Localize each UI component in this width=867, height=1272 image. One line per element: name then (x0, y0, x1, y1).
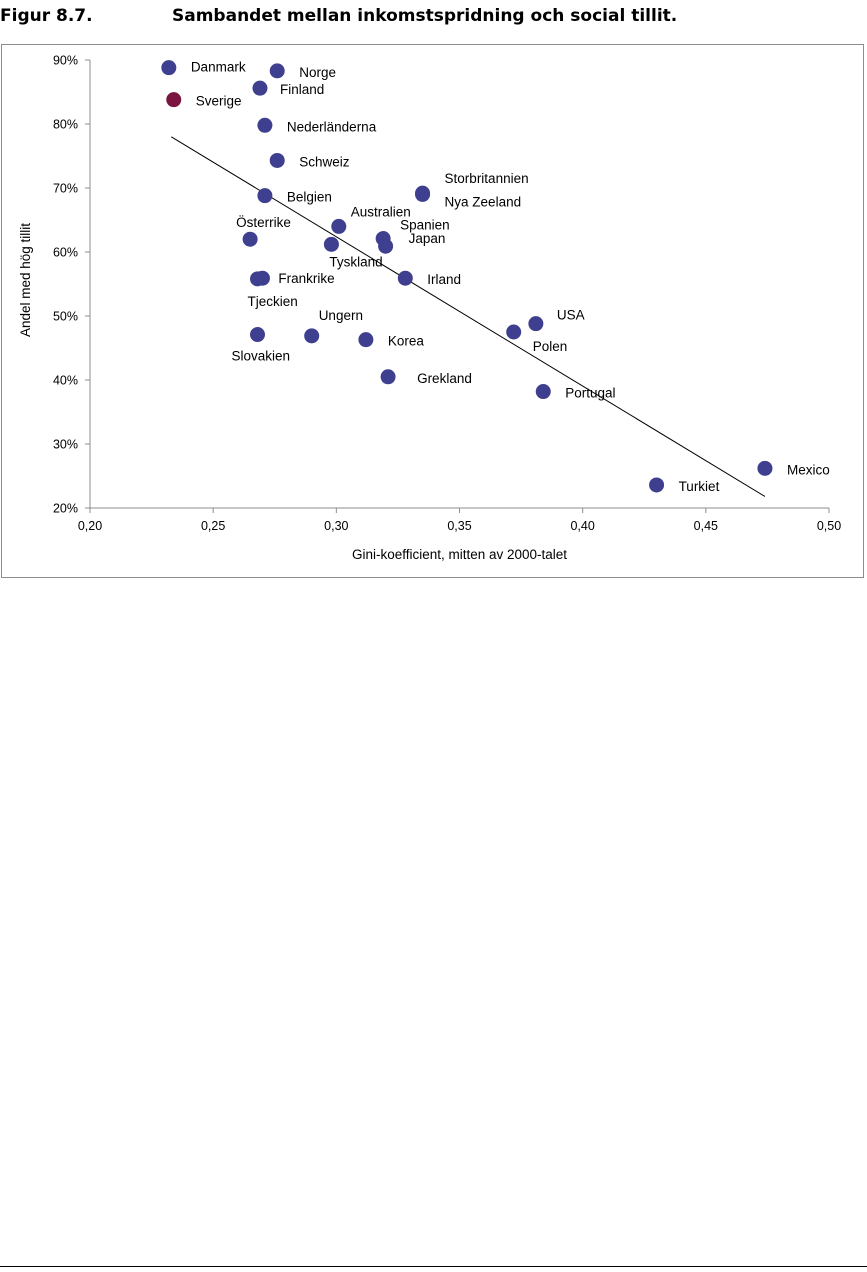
point-label-osterrike: Österrike (236, 215, 291, 230)
point-label-korea: Korea (388, 334, 425, 349)
chart-frame: 0,20 0,25 0,30 0,35 0,40 0,45 0,50 20% 30% 40% 50%… (1, 44, 864, 578)
figure-number: Figur 8.7. (0, 6, 93, 26)
point-label-tyskland: Tyskland (329, 254, 382, 269)
point-label-slovakien: Slovakien (232, 349, 291, 364)
y-axis-label: Andel med hög tillit (18, 223, 33, 337)
y-tick-label: 90% (53, 54, 78, 68)
data-points (161, 60, 773, 493)
x-tick-label: 0,45 (694, 519, 718, 533)
data-point-tjeckien (250, 271, 266, 287)
y-tick-label: 20% (53, 502, 78, 516)
data-point-japan (378, 238, 394, 254)
data-point-slovakien (250, 327, 266, 343)
scatter-chart: 0,20 0,25 0,30 0,35 0,40 0,45 0,50 20% 30% 40% 50%… (18, 54, 841, 563)
data-point-danmark (161, 60, 177, 76)
figure-heading: Figur 8.7. Sambandet mellan inkomstsprid… (0, 6, 867, 30)
data-point-ungern (304, 328, 320, 344)
point-labels: Danmark Norge Finland Sverige Nederländerna S… (191, 60, 830, 494)
y-tick-label: 60% (53, 246, 78, 260)
data-point-tyskland (323, 236, 339, 252)
x-tick-label: 0,40 (570, 519, 594, 533)
point-label-turkiet: Turkiet (679, 479, 720, 494)
point-label-tjeckien: Tjeckien (248, 294, 298, 309)
data-point-australien (331, 218, 347, 234)
x-axis-label: Gini-koefficient, mitten av 2000-talet (352, 547, 567, 562)
x-tick-label: 0,50 (817, 519, 841, 533)
x-tick-label: 0,35 (447, 519, 471, 533)
footer-rule (0, 1266, 867, 1267)
point-label-irland: Irland (427, 272, 461, 287)
point-label-frankrike: Frankrike (278, 271, 334, 286)
point-label-nya-zeeland: Nya Zeeland (445, 194, 522, 209)
y-tick-label: 70% (53, 182, 78, 196)
data-point-portugal (535, 384, 551, 400)
data-point-norge (269, 63, 285, 79)
axes: 0,20 0,25 0,30 0,35 0,40 0,45 0,50 20% 30% 40% 50%… (53, 54, 841, 534)
point-label-australien: Australien (351, 204, 411, 219)
point-label-norge: Norge (299, 65, 336, 80)
point-label-usa: USA (557, 308, 585, 323)
point-label-finland: Finland (280, 82, 324, 97)
point-label-danmark: Danmark (191, 60, 246, 75)
data-point-nederlanderna (257, 117, 273, 133)
data-point-grekland (380, 369, 396, 385)
point-label-polen: Polen (533, 339, 568, 354)
point-label-schweiz: Schweiz (299, 154, 350, 169)
y-tick-label: 50% (53, 310, 78, 324)
data-point-korea (358, 332, 374, 348)
y-tick-label: 30% (53, 438, 78, 452)
data-point-polen (506, 324, 522, 340)
data-point-nya-zeeland (415, 186, 431, 202)
x-tick-label: 0,30 (324, 519, 348, 533)
data-point-sverige (166, 92, 182, 108)
data-point-mexico (757, 460, 773, 476)
x-tick-label: 0,25 (201, 519, 225, 533)
data-point-irland (397, 270, 413, 286)
point-label-sverige: Sverige (196, 94, 242, 109)
data-point-finland (252, 80, 268, 96)
data-point-belgien (257, 188, 273, 204)
data-point-turkiet (649, 477, 665, 493)
point-label-mexico: Mexico (787, 462, 830, 477)
x-tick-label: 0,20 (78, 519, 102, 533)
point-label-japan: Japan (409, 231, 446, 246)
point-label-grekland: Grekland (417, 371, 472, 386)
point-label-portugal: Portugal (565, 386, 615, 401)
y-tick-label: 80% (53, 118, 78, 132)
point-label-storbritannien: Storbritannien (445, 171, 529, 186)
point-label-belgien: Belgien (287, 190, 332, 205)
point-label-ungern: Ungern (319, 308, 363, 323)
data-point-usa (528, 316, 544, 332)
y-tick-label: 40% (53, 374, 78, 388)
point-label-spanien: Spanien (400, 218, 450, 233)
data-point-schweiz (269, 152, 285, 168)
point-label-nederlanderna: Nederländerna (287, 119, 377, 134)
data-point-osterrike (242, 231, 258, 247)
figure-title: Sambandet mellan inkomstspridning och so… (172, 6, 678, 26)
